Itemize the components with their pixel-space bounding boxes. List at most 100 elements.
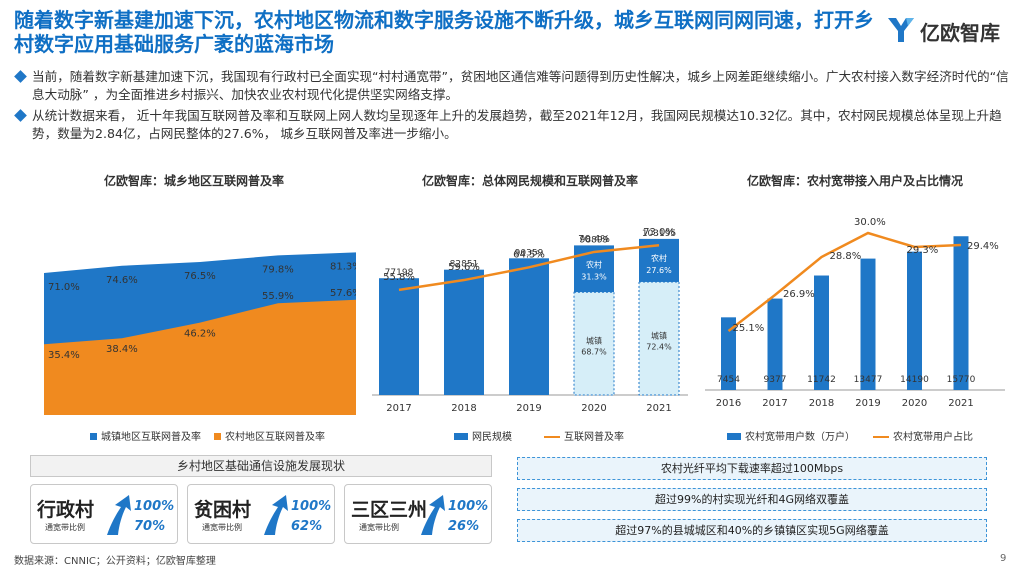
line-value-label: 55.8% [383, 272, 415, 283]
x-tick-label: 2018 [451, 403, 476, 414]
segment-label: 农村 [651, 253, 667, 263]
legend-swatch [544, 436, 560, 438]
data-label: 79.8% [262, 264, 294, 275]
bullet-text: 从统计数据来看， 近十年我国互联网普及率和互联网上网人数均呈现逐年上升的发展趋势… [32, 108, 1002, 141]
x-tick-label: 2021 [646, 403, 671, 414]
card-value-current: 100% [134, 499, 175, 514]
segment-value: 31.3% [581, 272, 607, 281]
bar-value-label: 13477 [854, 375, 883, 385]
bar-urban [638, 281, 680, 396]
data-label: 81.3% [330, 261, 356, 272]
share-line [727, 231, 962, 332]
legend-label: 城镇地区互联网普及率 [101, 432, 201, 443]
bar-urban [573, 291, 615, 396]
area-rural [44, 299, 356, 415]
legend-swatch [873, 436, 889, 438]
segment-label: 农村 [586, 259, 602, 269]
urban-rural-penetration-chart: 71.0% 74.6% 76.5% 79.8% 81.3% 35.4% 38.4% 46.2%… [44, 252, 356, 415]
bullet-item: 从统计数据来看， 近十年我国互联网普及率和互联网上网人数均呈现逐年上升的发展趋势… [12, 107, 1012, 143]
x-tick-label: 2019 [855, 398, 880, 409]
bar-value-label: 90359 [515, 248, 544, 258]
bar-value-label: 14190 [900, 375, 929, 385]
card-subtitle: 通宽带比例 [45, 523, 85, 532]
x-tick-label: 2018 [809, 398, 834, 409]
bar [814, 275, 829, 390]
segment-value: 68.7% [581, 348, 607, 357]
card-name: 贫困村 [194, 499, 252, 521]
bar [767, 298, 783, 390]
card-value-current: 100% [291, 499, 332, 514]
bar-value-label: 15770 [947, 375, 976, 385]
legend-label: 农村地区互联网普及率 [225, 432, 325, 443]
line-value-label: 26.9% [783, 289, 815, 300]
bar [444, 269, 484, 395]
legend-swatch [214, 433, 221, 440]
card-value-previous: 26% [448, 519, 480, 534]
diamond-bullet-icon [14, 109, 27, 122]
line-value-label: 28.8% [830, 251, 862, 262]
legend-item: 互联网普及率 [544, 428, 624, 443]
data-label: 76.5% [184, 271, 216, 282]
legend-item: 城镇地区互联网普及率 [90, 428, 201, 443]
legend-swatch [90, 433, 97, 440]
data-label: 55.9% [262, 291, 294, 302]
brand-logo: 亿欧智库 [886, 14, 1016, 46]
bar [509, 258, 549, 395]
chart2-legend: 网民规模 互联网普及率 [372, 428, 688, 443]
card-value-current: 100% [448, 499, 489, 514]
x-tick-label: 2017 [386, 403, 411, 414]
legend-label: 农村宽带用户占比 [893, 432, 973, 443]
rural-section-title: 乡村地区基础通信设施发展现状 [30, 455, 492, 477]
brand-name: 亿欧智库 [920, 21, 1000, 45]
data-label: 46.2% [184, 329, 216, 340]
legend-label: 农村宽带用户数（万户） [745, 432, 855, 443]
chart1-legend: 城镇地区互联网普及率 农村地区互联网普及率 [44, 428, 356, 443]
bar [379, 278, 419, 395]
bar-value-label: 7454 [717, 375, 740, 385]
line-value-label: 70.4% [578, 234, 610, 245]
bar-value-label: 82851 [450, 260, 479, 270]
line-value-label: 59.6% [448, 262, 480, 273]
line-value-label: 29.3% [907, 245, 939, 256]
legend-swatch [454, 433, 468, 440]
page-number: 9 [1000, 553, 1007, 564]
line-value-label: 64.5% [513, 249, 545, 260]
bar [860, 258, 876, 390]
x-tick-label: 2019 [516, 403, 541, 414]
x-tick-label: 2016 [716, 398, 741, 409]
bar-value-label: 11742 [807, 375, 836, 385]
data-label: 74.6% [106, 275, 138, 286]
card-value-previous: 62% [291, 519, 323, 534]
stat-card: 三区三州 通宽带比例 100% 26% [344, 484, 492, 544]
penetration-line [398, 243, 660, 292]
legend-label: 网民规模 [472, 432, 512, 443]
line-value-label: 73.0% [643, 227, 675, 238]
legend-item: 农村地区互联网普及率 [214, 428, 325, 443]
data-label: 38.4% [106, 344, 138, 355]
legend-item: 网民规模 [454, 428, 512, 443]
data-label: 35.4% [48, 350, 80, 361]
data-label: 71.0% [48, 282, 80, 293]
chart1-title: 亿欧智库：城乡地区互联网普及率 [103, 174, 284, 188]
bar [907, 251, 922, 390]
segment-label: 城镇 [586, 336, 602, 346]
growth-arrow-icon [264, 495, 288, 535]
netizen-scale-chart: 77198 2017 82851 2018 90359 2019 农村 31.3% 城镇 68.7… [372, 227, 688, 414]
growth-arrow-icon [107, 495, 131, 535]
legend-label: 互联网普及率 [564, 432, 624, 443]
diamond-bullet-icon [14, 70, 27, 83]
x-tick-label: 2017 [762, 398, 787, 409]
x-tick-label: 2020 [902, 398, 927, 409]
stat-card: 贫困村 通宽带比例 100% 62% [187, 484, 335, 544]
bar [953, 236, 969, 390]
fact-box: 超过99%的村实现光纤和4G网络双覆盖 [517, 488, 987, 511]
segment-value: 27.6% [646, 266, 672, 275]
card-name: 三区三州 [351, 499, 428, 521]
legend-swatch [727, 433, 741, 440]
chart2-title: 亿欧智库：总体网民规模和互联网普及率 [421, 174, 638, 188]
chart3-legend: 农村宽带用户数（万户） 农村宽带用户占比 [705, 428, 1005, 443]
legend-item: 农村宽带用户数（万户） [727, 428, 855, 443]
bar-value-label: 9377 [764, 375, 787, 385]
rural-broadband-chart: 7454 2016 9377 2017 11742 2018 13477 2019 14190 2… [705, 217, 1005, 409]
card-subtitle: 通宽带比例 [359, 523, 399, 532]
